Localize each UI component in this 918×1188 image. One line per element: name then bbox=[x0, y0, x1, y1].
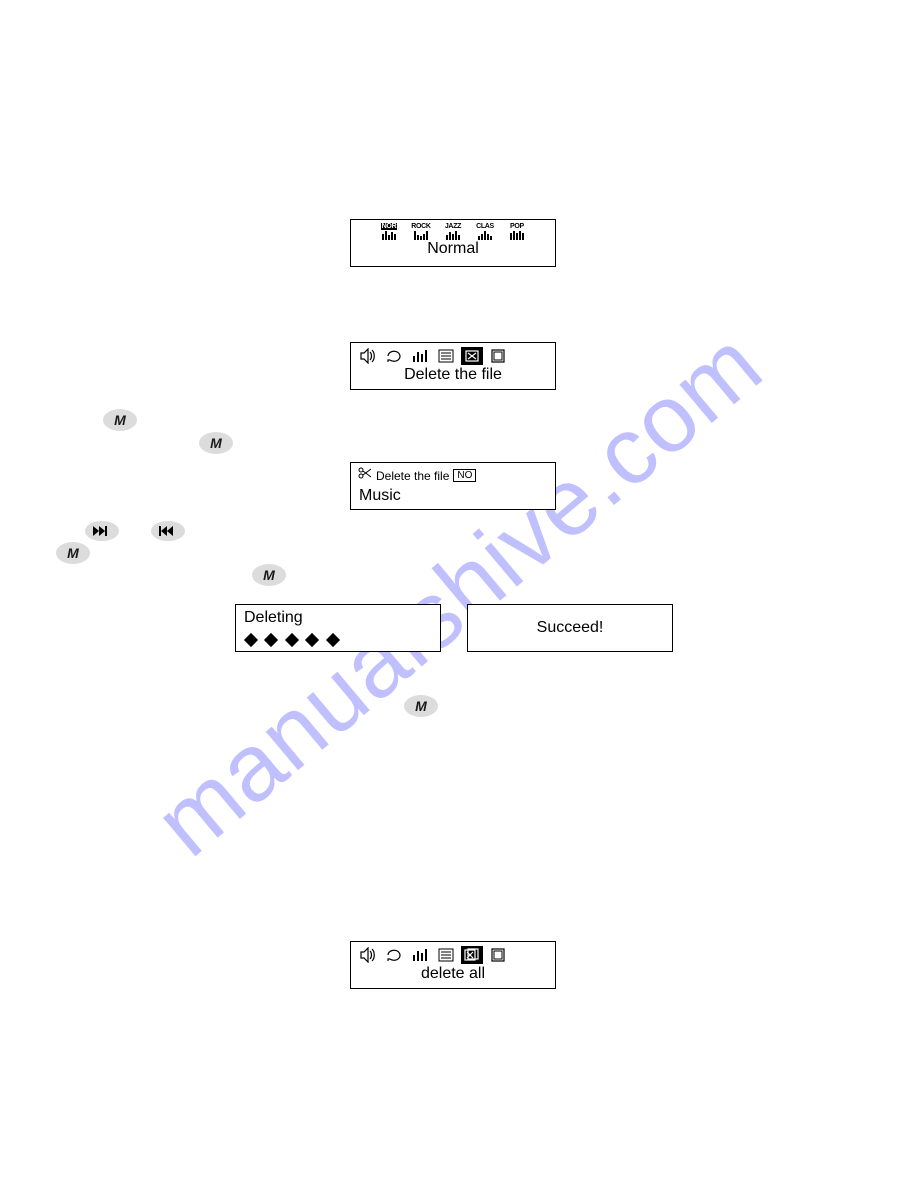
eq-label-rock: ROCK bbox=[411, 223, 430, 230]
eq-bars-icon bbox=[446, 230, 460, 240]
folder-icon bbox=[487, 946, 509, 964]
eq-col-rock: ROCK bbox=[406, 223, 436, 240]
icon-row bbox=[351, 343, 555, 366]
m-button-4[interactable]: M bbox=[252, 564, 286, 586]
progress-diamonds bbox=[236, 630, 440, 650]
list-icon bbox=[435, 946, 457, 964]
diamond-icon bbox=[326, 633, 340, 647]
diamond-icon bbox=[264, 633, 278, 647]
repeat-icon bbox=[383, 946, 405, 964]
prev-icon bbox=[159, 526, 177, 536]
m-button-3[interactable]: M bbox=[56, 542, 90, 564]
screen-delete-file-menu: Delete the file bbox=[350, 342, 556, 390]
eq-col-nor: NOR bbox=[374, 223, 404, 240]
eq-bars-icon bbox=[510, 230, 524, 240]
eq-bars-icon bbox=[414, 230, 428, 240]
diamond-icon bbox=[244, 633, 258, 647]
repeat-icon bbox=[383, 347, 405, 365]
speaker-icon bbox=[357, 347, 379, 365]
page-root: manualshive.com NOR ROCK JAZZ CLAS POP bbox=[0, 0, 918, 1188]
eq-icon bbox=[409, 946, 431, 964]
delete-icon bbox=[461, 347, 483, 365]
diamond-icon bbox=[305, 633, 319, 647]
screen-delete-all-menu: delete all bbox=[350, 941, 556, 989]
delete-all-icon bbox=[461, 946, 483, 964]
eq-bars-icon bbox=[382, 230, 396, 240]
eq-row: NOR ROCK JAZZ CLAS POP bbox=[351, 220, 555, 240]
confirm-header: Delete the file bbox=[376, 469, 449, 483]
eq-caption: Normal bbox=[351, 240, 555, 261]
m-button-1[interactable]: M bbox=[103, 409, 137, 431]
eq-icon bbox=[409, 347, 431, 365]
screen-eq: NOR ROCK JAZZ CLAS POP Normal bbox=[350, 219, 556, 267]
next-button[interactable] bbox=[85, 521, 119, 541]
screen-delete-confirm: Delete the file NO Music bbox=[350, 462, 556, 510]
prev-button[interactable] bbox=[151, 521, 185, 541]
speaker-icon bbox=[357, 946, 379, 964]
eq-col-pop: POP bbox=[502, 223, 532, 240]
m-button-5[interactable]: M bbox=[404, 695, 438, 717]
confirm-body: Music bbox=[351, 485, 555, 508]
eq-bars-icon bbox=[478, 230, 492, 240]
next-icon bbox=[93, 526, 111, 536]
eq-label-nor: NOR bbox=[381, 223, 398, 230]
no-option[interactable]: NO bbox=[453, 469, 476, 482]
screen-deleting: Deleting bbox=[235, 604, 441, 652]
delete-all-caption: delete all bbox=[351, 965, 555, 986]
diamond-icon bbox=[285, 633, 299, 647]
eq-label-clas: CLAS bbox=[476, 223, 494, 230]
icon-row bbox=[351, 942, 555, 965]
deleting-text: Deleting bbox=[236, 605, 440, 630]
screen-succeed: Succeed! bbox=[467, 604, 673, 652]
folder-icon bbox=[487, 347, 509, 365]
confirm-header-row: Delete the file NO bbox=[351, 463, 555, 485]
delete-file-caption: Delete the file bbox=[351, 366, 555, 387]
eq-label-pop: POP bbox=[510, 223, 524, 230]
eq-col-jazz: JAZZ bbox=[438, 223, 468, 240]
watermark-text: manualshive.com bbox=[135, 310, 783, 878]
succeed-text: Succeed! bbox=[537, 619, 604, 637]
eq-col-clas: CLAS bbox=[470, 223, 500, 240]
scissors-icon bbox=[357, 466, 373, 485]
list-icon bbox=[435, 347, 457, 365]
eq-label-jazz: JAZZ bbox=[445, 223, 461, 230]
m-button-2[interactable]: M bbox=[199, 432, 233, 454]
